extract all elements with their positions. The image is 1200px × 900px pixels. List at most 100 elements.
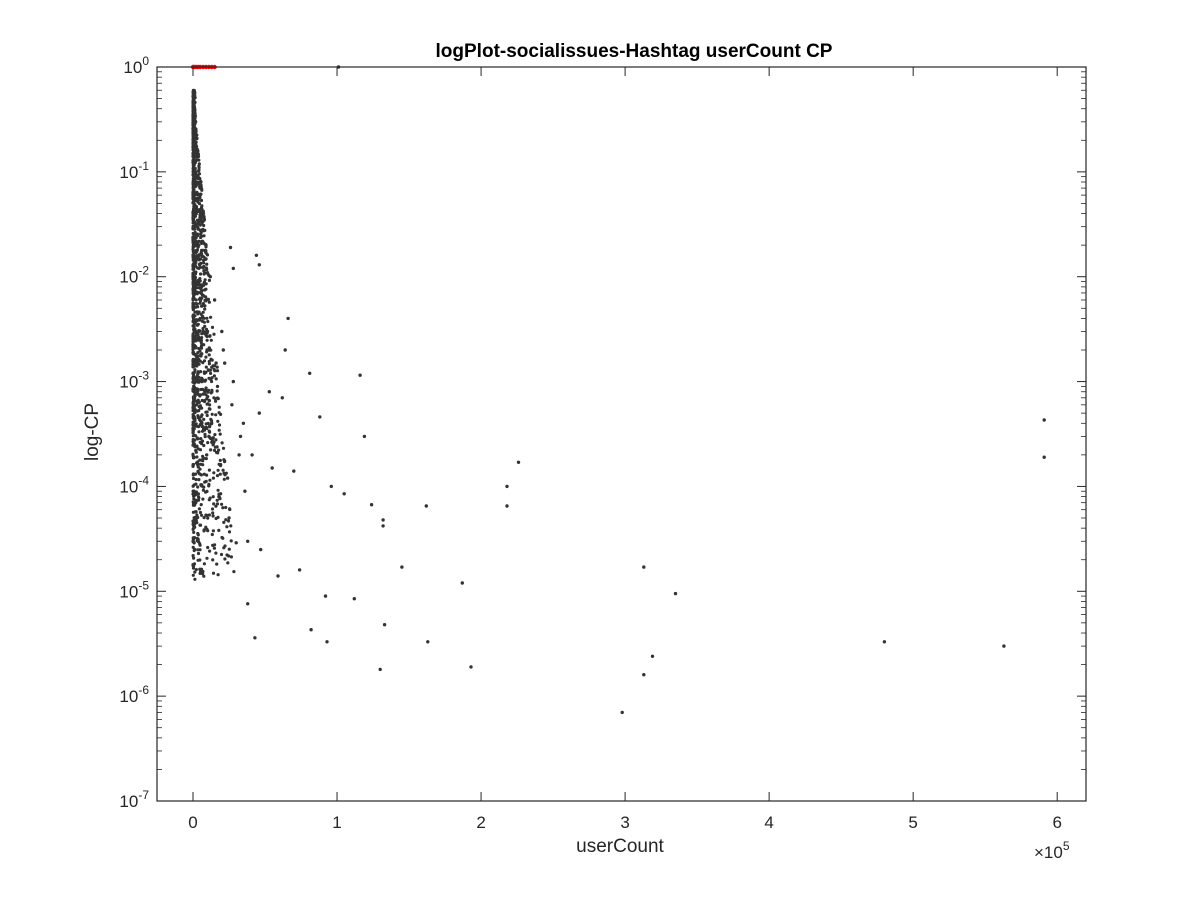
- dense-point: [194, 477, 198, 482]
- dense-point: [196, 558, 200, 562]
- dense-point: [191, 413, 195, 417]
- dense-point: [198, 263, 202, 267]
- dense-point: [207, 407, 211, 411]
- dense-point: [191, 247, 195, 251]
- data-point: [642, 565, 646, 569]
- dense-point: [207, 362, 211, 366]
- data-point: [212, 298, 217, 302]
- data-point: [227, 516, 231, 520]
- dense-point: [209, 315, 213, 319]
- dense-point: [210, 419, 214, 423]
- data-point: [882, 640, 887, 644]
- data-point: [382, 623, 387, 627]
- dense-point: [205, 527, 209, 532]
- y-tick-exponent: -5: [138, 578, 149, 592]
- dense-point: [197, 378, 201, 382]
- dense-point: [204, 386, 208, 390]
- dense-point: [227, 554, 231, 558]
- data-point: [505, 484, 509, 489]
- dense-point: [193, 381, 197, 385]
- dense-point: [196, 278, 200, 282]
- dense-point: [212, 332, 216, 336]
- dense-point: [192, 405, 196, 409]
- x-tick-label: 6: [1052, 813, 1061, 832]
- dense-point: [207, 346, 211, 350]
- dense-point: [216, 573, 220, 577]
- dense-point: [192, 518, 197, 522]
- y-tick-base: 10: [119, 373, 138, 392]
- data-point: [220, 329, 224, 334]
- dense-point: [197, 221, 201, 225]
- dense-point: [201, 266, 205, 270]
- data-point: [238, 434, 243, 439]
- data-point: [424, 504, 428, 508]
- dense-point: [191, 420, 195, 424]
- dense-point: [220, 502, 224, 506]
- dense-point: [191, 154, 195, 158]
- dense-point: [226, 561, 230, 565]
- dense-point: [193, 90, 197, 94]
- dense-point: [193, 577, 197, 581]
- dense-point: [197, 430, 201, 434]
- data-point: [292, 469, 296, 473]
- y-tick-label: 100: [123, 54, 149, 77]
- x-tick-label: 2: [476, 813, 485, 832]
- data-point: [246, 602, 250, 606]
- y-tick-exponent: -2: [138, 264, 149, 278]
- dense-point: [200, 442, 204, 446]
- data-point: [253, 636, 257, 640]
- dense-point: [194, 510, 198, 514]
- y-tick-exponent: -6: [138, 683, 149, 697]
- dense-point: [193, 176, 197, 180]
- dense-point: [194, 434, 198, 438]
- data-point: [246, 539, 250, 543]
- dense-point: [221, 506, 225, 510]
- dense-point: [191, 473, 195, 477]
- dense-point: [191, 313, 195, 317]
- dense-point: [199, 483, 203, 487]
- dense-point: [199, 503, 203, 507]
- data-point: [460, 581, 464, 585]
- dense-point: [192, 530, 196, 535]
- dense-point: [222, 546, 226, 550]
- dense-point: [198, 419, 202, 423]
- y-tick-base: 10: [119, 268, 138, 287]
- dense-point: [193, 547, 197, 552]
- dense-point: [192, 339, 196, 343]
- dense-point: [198, 265, 202, 269]
- dense-point: [193, 525, 197, 529]
- dense-point: [197, 169, 201, 173]
- dense-point: [195, 254, 199, 258]
- dense-point: [197, 540, 201, 544]
- dense-point: [203, 307, 207, 311]
- dense-point: [205, 489, 209, 493]
- dense-point: [191, 143, 195, 148]
- dense-point: [201, 569, 205, 574]
- data-point: [1002, 644, 1006, 648]
- dense-point: [214, 399, 218, 403]
- data-point: [207, 434, 211, 439]
- dense-point: [198, 370, 203, 374]
- dense-point: [212, 374, 216, 378]
- dense-point: [192, 556, 196, 560]
- dense-point: [197, 209, 201, 214]
- dense-point: [217, 428, 221, 432]
- dense-point: [213, 364, 217, 368]
- data-point: [1042, 418, 1046, 422]
- dense-point: [198, 185, 202, 189]
- dense-point: [203, 398, 207, 403]
- dense-point: [197, 357, 201, 362]
- dense-point: [198, 543, 202, 547]
- dense-point: [191, 207, 196, 211]
- dense-point: [202, 269, 206, 273]
- data-point: [329, 484, 333, 489]
- dense-point: [200, 406, 204, 410]
- dense-point: [194, 332, 198, 336]
- dense-point: [216, 515, 220, 520]
- dense-point: [197, 400, 201, 404]
- data-point: [194, 158, 198, 162]
- data-point: [243, 489, 247, 493]
- dense-point: [191, 539, 195, 544]
- dense-point: [217, 492, 221, 496]
